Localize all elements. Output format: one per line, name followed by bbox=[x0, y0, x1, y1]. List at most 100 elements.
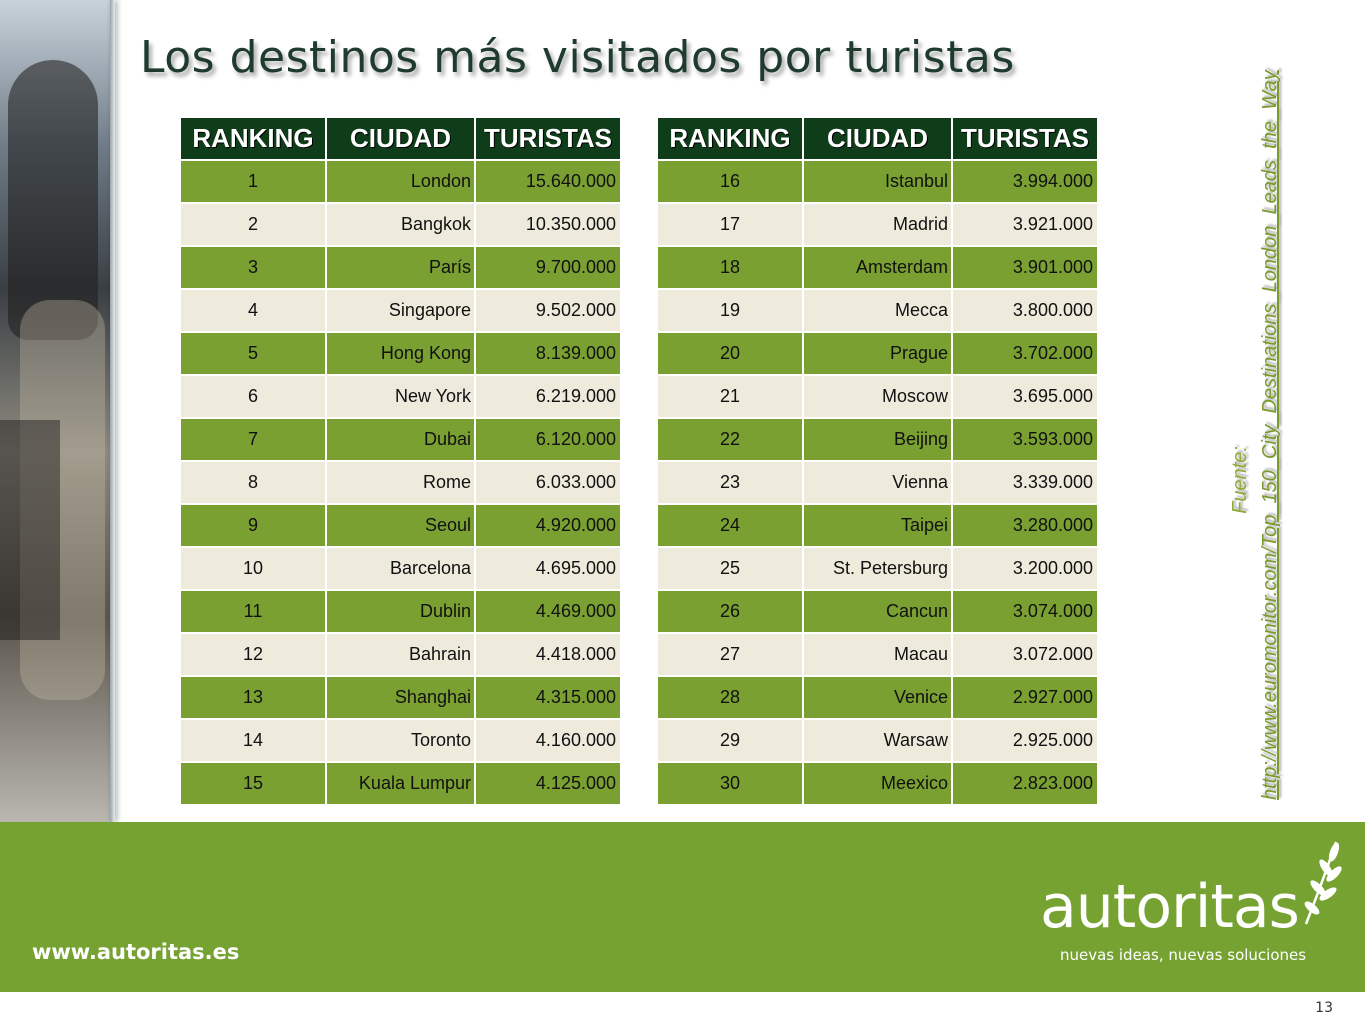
city-cell: Shanghai bbox=[327, 677, 474, 718]
city-cell: Istanbul bbox=[804, 161, 951, 202]
rank-cell: 29 bbox=[658, 720, 802, 761]
city-cell: Cancun bbox=[804, 591, 951, 632]
rank-cell: 4 bbox=[181, 290, 325, 331]
city-cell: Prague bbox=[804, 333, 951, 374]
city-cell: Hong Kong bbox=[327, 333, 474, 374]
tourists-cell: 4.469.000 bbox=[476, 591, 620, 632]
city-cell: Beijing bbox=[804, 419, 951, 460]
source-label: Fuente: bbox=[1229, 446, 1251, 514]
city-cell: Singapore bbox=[327, 290, 474, 331]
rank-cell: 2 bbox=[181, 204, 325, 245]
city-cell: Dubai bbox=[327, 419, 474, 460]
rank-cell: 9 bbox=[181, 505, 325, 546]
rank-cell: 7 bbox=[181, 419, 325, 460]
table-row: 17 Madrid 3.921.000 bbox=[658, 204, 1097, 245]
ranking-table-right: RANKING CIUDAD TURISTAS 16 Istanbul 3.994.… bbox=[656, 116, 1099, 806]
side-photo-travelers bbox=[0, 0, 110, 822]
city-cell: Dublin bbox=[327, 591, 474, 632]
rank-cell: 23 bbox=[658, 462, 802, 503]
header-turistas: TURISTAS bbox=[953, 118, 1097, 159]
tourists-cell: 3.593.000 bbox=[953, 419, 1097, 460]
rank-cell: 12 bbox=[181, 634, 325, 675]
city-cell: St. Petersburg bbox=[804, 548, 951, 589]
table-row: 20 Prague 3.702.000 bbox=[658, 333, 1097, 374]
city-cell: Amsterdam bbox=[804, 247, 951, 288]
tourists-cell: 15.640.000 bbox=[476, 161, 620, 202]
table-row: 15 Kuala Lumpur 4.125.000 bbox=[181, 763, 620, 804]
tourists-cell: 9.502.000 bbox=[476, 290, 620, 331]
tourists-cell: 3.072.000 bbox=[953, 634, 1097, 675]
tourists-cell: 2.823.000 bbox=[953, 763, 1097, 804]
header-ciudad: CIUDAD bbox=[804, 118, 951, 159]
tourists-cell: 6.219.000 bbox=[476, 376, 620, 417]
tourists-cell: 4.920.000 bbox=[476, 505, 620, 546]
city-cell: Mecca bbox=[804, 290, 951, 331]
city-cell: Meexico bbox=[804, 763, 951, 804]
city-cell: London bbox=[327, 161, 474, 202]
tourists-cell: 10.350.000 bbox=[476, 204, 620, 245]
tourists-cell: 9.700.000 bbox=[476, 247, 620, 288]
table-row: 7 Dubai 6.120.000 bbox=[181, 419, 620, 460]
table-row: 5 Hong Kong 8.139.000 bbox=[181, 333, 620, 374]
table-row: 14 Toronto 4.160.000 bbox=[181, 720, 620, 761]
footer-website-url[interactable]: www.autoritas.es bbox=[32, 940, 240, 964]
logo-wordmark: autoritas bbox=[1040, 872, 1300, 942]
source-link[interactable]: http://www.euromonitor.com/Top_150_City_… bbox=[1259, 70, 1281, 800]
city-cell: Bahrain bbox=[327, 634, 474, 675]
city-cell: París bbox=[327, 247, 474, 288]
city-cell: Kuala Lumpur bbox=[327, 763, 474, 804]
rank-cell: 11 bbox=[181, 591, 325, 632]
table-row: 11 Dublin 4.469.000 bbox=[181, 591, 620, 632]
side-divider bbox=[110, 0, 115, 822]
tourists-cell: 4.695.000 bbox=[476, 548, 620, 589]
table-row: 19 Mecca 3.800.000 bbox=[658, 290, 1097, 331]
city-cell: Toronto bbox=[327, 720, 474, 761]
city-cell: Barcelona bbox=[327, 548, 474, 589]
table-row: 18 Amsterdam 3.901.000 bbox=[658, 247, 1097, 288]
table-row: 22 Beijing 3.593.000 bbox=[658, 419, 1097, 460]
rank-cell: 5 bbox=[181, 333, 325, 374]
rank-cell: 8 bbox=[181, 462, 325, 503]
rank-cell: 16 bbox=[658, 161, 802, 202]
tourists-cell: 4.160.000 bbox=[476, 720, 620, 761]
city-cell: Bangkok bbox=[327, 204, 474, 245]
footer-band: www.autoritas.es autoritas nuevas ideas,… bbox=[0, 822, 1365, 992]
rank-cell: 27 bbox=[658, 634, 802, 675]
city-cell: Venice bbox=[804, 677, 951, 718]
table-row: 12 Bahrain 4.418.000 bbox=[181, 634, 620, 675]
rank-cell: 20 bbox=[658, 333, 802, 374]
tourists-cell: 4.315.000 bbox=[476, 677, 620, 718]
rank-cell: 24 bbox=[658, 505, 802, 546]
city-cell: New York bbox=[327, 376, 474, 417]
tourists-cell: 8.139.000 bbox=[476, 333, 620, 374]
rank-cell: 13 bbox=[181, 677, 325, 718]
tourists-cell: 6.033.000 bbox=[476, 462, 620, 503]
table-row: 13 Shanghai 4.315.000 bbox=[181, 677, 620, 718]
table-row: 10 Barcelona 4.695.000 bbox=[181, 548, 620, 589]
tourists-cell: 3.994.000 bbox=[953, 161, 1097, 202]
table-row: 27 Macau 3.072.000 bbox=[658, 634, 1097, 675]
header-ranking: RANKING bbox=[181, 118, 325, 159]
city-cell: Vienna bbox=[804, 462, 951, 503]
autoritas-logo: autoritas nuevas ideas, nuevas solucione… bbox=[1040, 841, 1342, 972]
rank-cell: 30 bbox=[658, 763, 802, 804]
logo-tagline: nuevas ideas, nuevas soluciones bbox=[1060, 946, 1307, 964]
city-cell: Seoul bbox=[327, 505, 474, 546]
rank-cell: 17 bbox=[658, 204, 802, 245]
tourists-cell: 3.702.000 bbox=[953, 333, 1097, 374]
rank-cell: 3 bbox=[181, 247, 325, 288]
table-row: 23 Vienna 3.339.000 bbox=[658, 462, 1097, 503]
rank-cell: 22 bbox=[658, 419, 802, 460]
table-header-row: RANKING CIUDAD TURISTAS bbox=[181, 118, 620, 159]
tourists-cell: 6.120.000 bbox=[476, 419, 620, 460]
header-ciudad: CIUDAD bbox=[327, 118, 474, 159]
tourists-cell: 3.921.000 bbox=[953, 204, 1097, 245]
tourists-cell: 3.200.000 bbox=[953, 548, 1097, 589]
table-row: 3 París 9.700.000 bbox=[181, 247, 620, 288]
tourists-cell: 3.901.000 bbox=[953, 247, 1097, 288]
tourists-cell: 2.927.000 bbox=[953, 677, 1097, 718]
table-row: 25 St. Petersburg 3.200.000 bbox=[658, 548, 1097, 589]
rank-cell: 18 bbox=[658, 247, 802, 288]
ranking-table-left: RANKING CIUDAD TURISTAS 1 London 15.640.00… bbox=[179, 116, 622, 806]
page-number: 13 bbox=[1315, 1000, 1333, 1016]
